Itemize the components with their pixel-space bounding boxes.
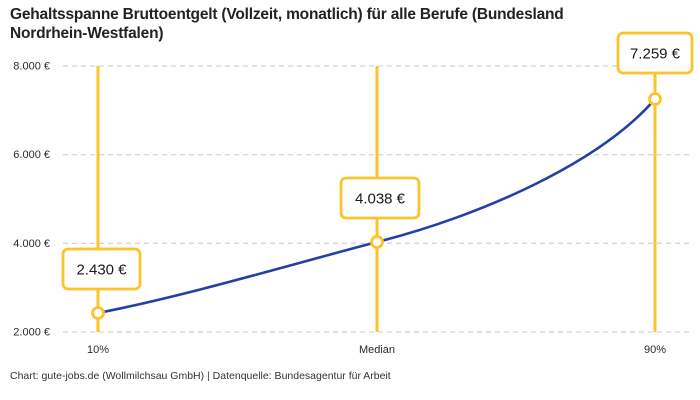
y-tick-2000: 2.000 € [13, 327, 50, 339]
value-label-10-percent: 2.430 € [61, 247, 142, 291]
chart-title-line-2: Nordrhein-Westfalen) [10, 25, 164, 42]
value-box-10-percent [61, 247, 142, 291]
y-tick-8000: 8.000 € [13, 61, 50, 73]
y-tick-6000: 6.000 € [13, 149, 50, 161]
x-tick-median: Median [359, 344, 395, 356]
chart-title: Gehaltsspanne Bruttoentgelt (Vollzeit, m… [10, 5, 686, 43]
value-box-90-percent [616, 31, 694, 75]
y-axis-labels: 8.000 € 6.000 € 4.000 € 2.000 € [13, 61, 50, 339]
x-tick-90-percent: 90% [644, 344, 666, 356]
x-axis-labels: 10% Median 90% [87, 344, 666, 356]
x-tick-10-percent: 10% [87, 344, 109, 356]
y-tick-4000: 4.000 € [13, 238, 50, 250]
value-label-median: 4.038 € [339, 176, 421, 220]
marker-90-percent [648, 92, 662, 106]
chart-title-line-1: Gehaltsspanne Bruttoentgelt (Vollzeit, m… [10, 6, 564, 23]
value-text-median: 4.038 € [355, 191, 406, 208]
marker-median [370, 235, 384, 249]
value-box-median [339, 176, 421, 220]
value-text-90-percent: 7.259 € [630, 46, 681, 63]
value-text-10-percent: 2.430 € [76, 262, 127, 279]
marker-10-percent [91, 306, 105, 320]
value-label-90-percent: 7.259 € [616, 31, 694, 75]
chart-credit: Chart: gute-jobs.de (Wollmilchsau GmbH) … [10, 370, 391, 382]
data-point-markers [91, 92, 662, 320]
